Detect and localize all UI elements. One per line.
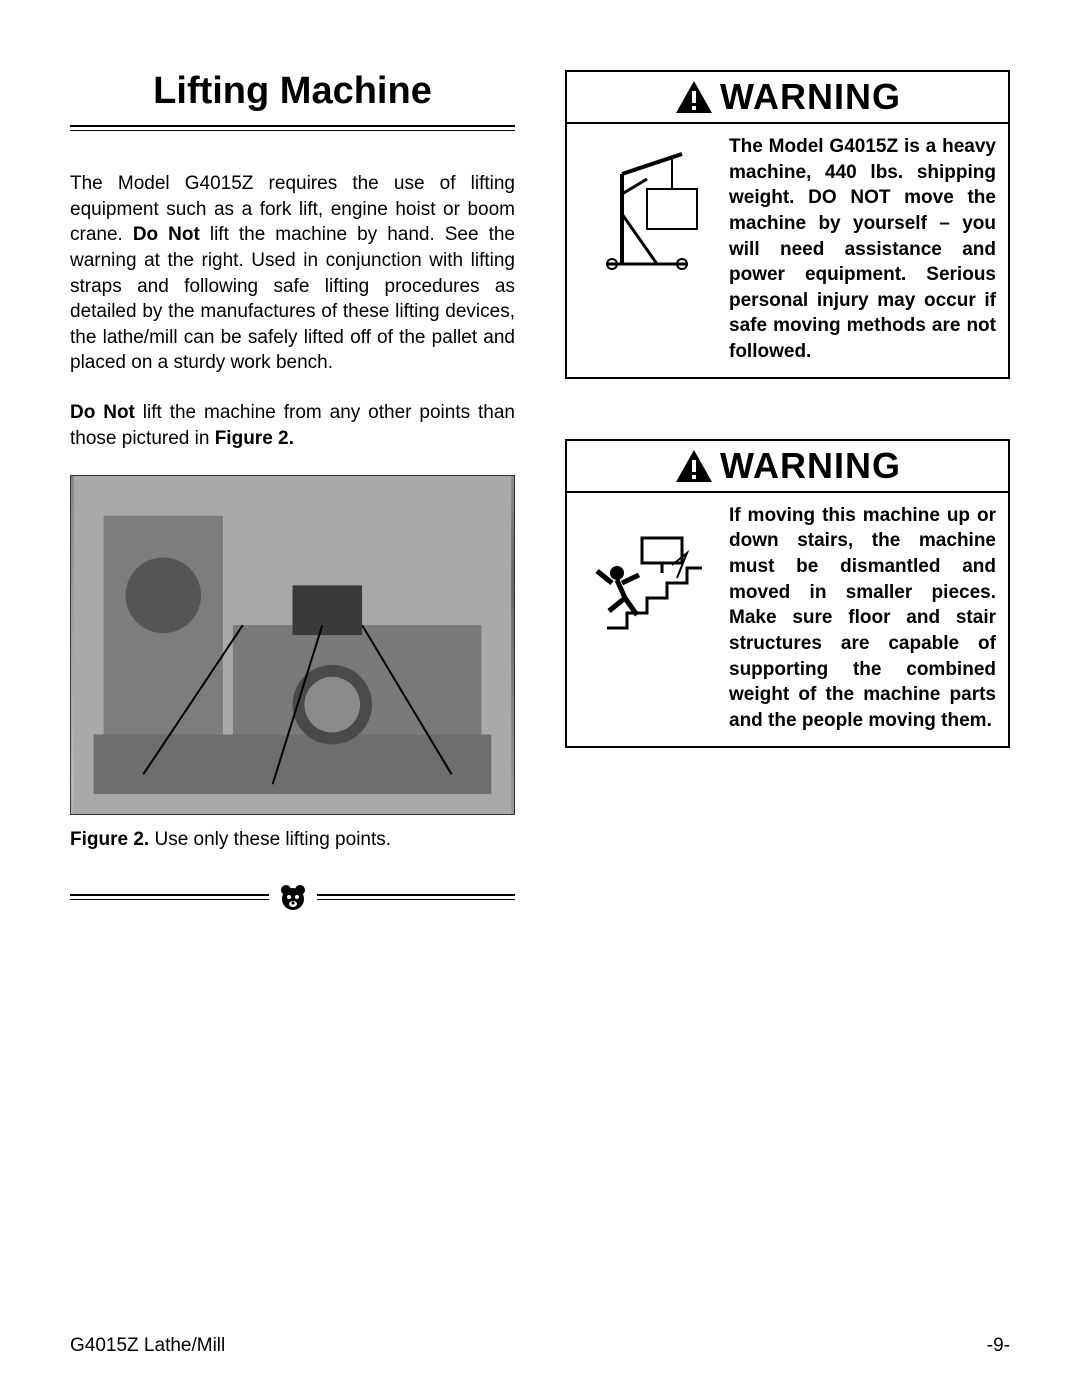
- warning-header-1: WARNING: [567, 72, 1008, 124]
- section-title: Lifting Machine: [70, 70, 515, 113]
- warning-box-1: WARNING The Model G40: [565, 70, 1010, 379]
- warning-body-1: The Model G4015Z is a heavy machine, 440…: [567, 124, 1008, 377]
- right-column: WARNING The Model G40: [565, 70, 1010, 913]
- warning-triangle-icon: [674, 448, 714, 484]
- warning-text-1: The Model G4015Z is a heavy machine, 440…: [729, 134, 996, 365]
- figure-caption: Figure 2. Use only these lifting points.: [70, 829, 515, 851]
- left-column: Lifting Machine The Model G4015Z require…: [70, 70, 515, 913]
- footer-left: G4015Z Lathe/Mill: [70, 1335, 225, 1357]
- title-rule-thick: [70, 125, 515, 127]
- page-footer: G4015Z Lathe/Mill -9-: [70, 1335, 1010, 1357]
- stairs-fall-icon: [577, 503, 717, 643]
- warning-label-1: WARNING: [720, 76, 901, 118]
- p2-bold: Do Not: [70, 402, 135, 423]
- p1-bold: Do Not: [133, 224, 200, 245]
- paragraph-1: The Model G4015Z requires the use of lif…: [70, 171, 515, 376]
- warning-label-2: WARNING: [720, 445, 901, 487]
- warning-box-2: WARNING: [565, 439, 1010, 748]
- paragraph-2: Do Not lift the machine from any other p…: [70, 400, 515, 451]
- footer-right: -9-: [987, 1335, 1010, 1357]
- p1-text-b: lift the machine by hand. See the warnin…: [70, 224, 515, 373]
- title-rule-thin: [70, 130, 515, 131]
- warning-triangle-icon: [674, 79, 714, 115]
- figcap-rest: Use only these lifting points.: [149, 829, 391, 850]
- figcap-bold: Figure 2.: [70, 829, 149, 850]
- bear-icon: [277, 881, 309, 913]
- figure-2-image: [70, 475, 515, 815]
- divider-right: [317, 894, 516, 900]
- section-divider: [70, 881, 515, 913]
- warning-text-2: If moving this machine up or down stairs…: [729, 503, 996, 734]
- warning-header-2: WARNING: [567, 441, 1008, 493]
- p2-bold2: Figure 2.: [215, 428, 294, 449]
- divider-left: [70, 894, 269, 900]
- warning-body-2: If moving this machine up or down stairs…: [567, 493, 1008, 746]
- hoist-icon: [577, 134, 717, 274]
